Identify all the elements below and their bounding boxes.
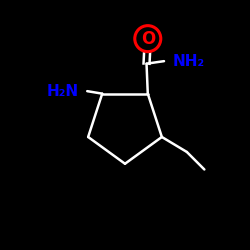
- Text: NH₂: NH₂: [173, 54, 205, 69]
- Text: O: O: [141, 30, 155, 48]
- Text: H₂N: H₂N: [46, 84, 78, 99]
- Circle shape: [135, 26, 161, 52]
